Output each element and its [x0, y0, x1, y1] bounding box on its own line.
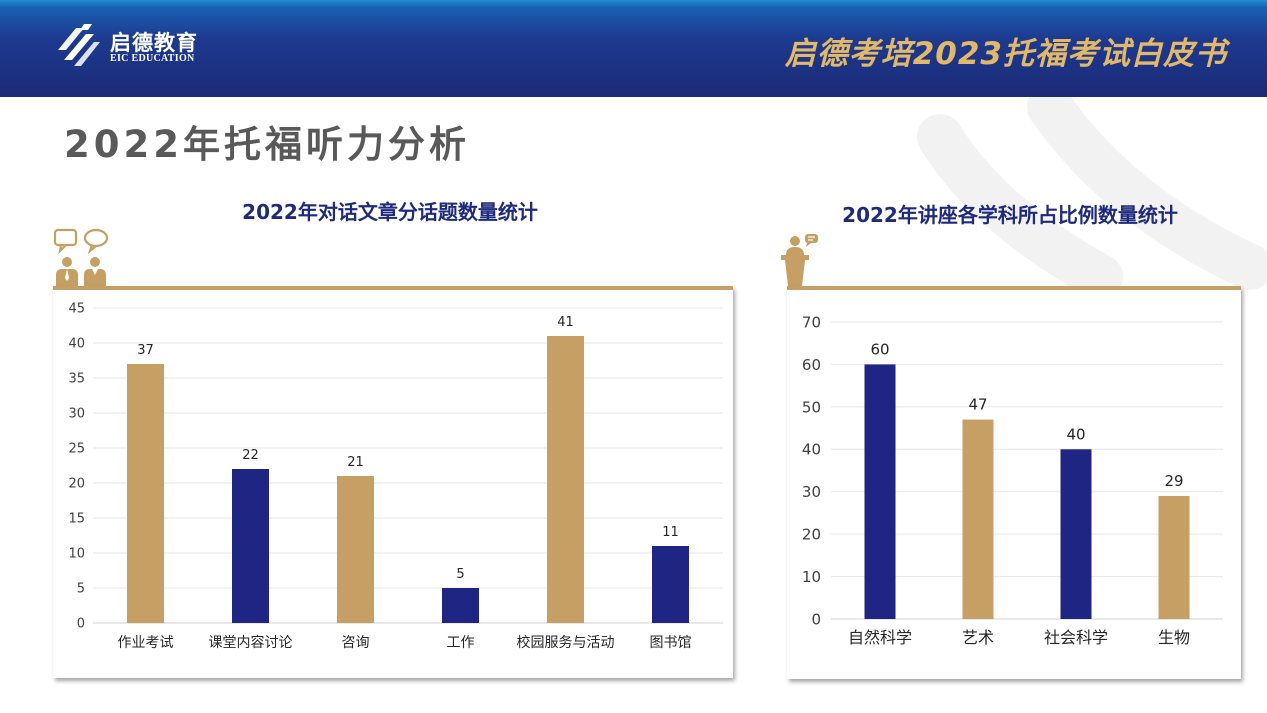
y-tick-label: 20 [802, 526, 821, 544]
x-tick-label: 校园服务与活动 [517, 634, 615, 651]
bar [864, 364, 896, 619]
header-title: 启德考培2023托福考试白皮书 [784, 36, 1227, 72]
bar [1060, 449, 1092, 619]
bar [442, 588, 479, 623]
page-title: 2022年托福听力分析 [64, 123, 470, 166]
chart-card-conversations: 0 5 10 15 20 25 30 35 40 45 37 作业考试 22 课堂内容讨论 21 咨询 5 工作 4… [53, 286, 733, 678]
y-tick-label: 10 [68, 547, 85, 562]
brand-name-cn: 启德教育 [110, 31, 198, 55]
x-tick-label: 作业考试 [118, 635, 174, 651]
data-label: 11 [662, 525, 679, 540]
y-tick-label: 35 [68, 372, 85, 387]
conversation-people-icon [53, 228, 109, 286]
y-tick-label: 5 [77, 582, 85, 597]
y-tick-label: 25 [68, 442, 85, 457]
bar [232, 469, 269, 623]
background-decoration [917, 97, 1267, 297]
y-tick-label: 50 [802, 398, 821, 416]
y-tick-label: 15 [68, 512, 85, 527]
bar-chart-lectures: 0 10 20 30 40 50 60 70 60 自然科学 47 艺术 40 社会科学 29 生物 [802, 313, 1223, 647]
lecturer-podium-icon [781, 234, 818, 286]
bar [962, 419, 994, 619]
x-tick-label: 工作 [447, 635, 475, 651]
x-tick-label: 自然科学 [848, 628, 912, 647]
y-tick-label: 30 [68, 407, 85, 422]
y-tick-label: 30 [802, 483, 821, 501]
brand-name-en: EIC EDUCATION [110, 53, 195, 64]
eic-logo-icon [58, 24, 100, 66]
x-tick-label: 课堂内容讨论 [209, 634, 293, 651]
y-tick-label: 60 [802, 356, 821, 374]
data-label: 40 [1066, 425, 1085, 443]
y-tick-label: 40 [68, 337, 85, 352]
y-tick-label: 10 [802, 568, 821, 586]
chart-card-lectures: 0 10 20 30 40 50 60 70 60 自然科学 47 艺术 40 社会科学 29 生物 [787, 286, 1241, 679]
bar-chart-conversations: 0 5 10 15 20 25 30 35 40 45 37 作业考试 22 课堂内容讨论 21 咨询 5 工作 4… [68, 302, 723, 651]
data-label: 29 [1164, 472, 1183, 490]
chart-title-lectures: 2022年讲座各学科所占比例数量统计 [842, 203, 1178, 227]
x-tick-label: 咨询 [342, 635, 370, 651]
bar [337, 476, 374, 623]
y-tick-label: 70 [802, 313, 821, 331]
bar [127, 364, 164, 623]
header-bar: 启德教育 EIC EDUCATION 启德考培2023托福考试白皮书 [0, 0, 1267, 97]
data-label: 22 [242, 448, 259, 463]
y-tick-label: 20 [68, 477, 85, 492]
bar [652, 546, 689, 623]
bar [1158, 495, 1190, 619]
y-tick-label: 40 [802, 441, 821, 459]
y-tick-label: 45 [68, 302, 85, 317]
x-tick-label: 图书馆 [650, 635, 692, 651]
y-tick-label: 0 [811, 610, 821, 628]
data-label: 47 [968, 396, 987, 414]
data-label: 41 [557, 315, 574, 330]
data-label: 21 [347, 455, 364, 470]
data-label: 60 [870, 340, 889, 358]
x-tick-label: 社会科学 [1044, 628, 1108, 647]
chart-title-conversations: 2022年对话文章分话题数量统计 [242, 200, 538, 224]
data-label: 5 [456, 567, 464, 582]
x-tick-label: 艺术 [962, 628, 994, 647]
data-label: 37 [137, 343, 154, 358]
bar [547, 336, 584, 623]
y-tick-label: 0 [77, 617, 85, 632]
x-tick-label: 生物 [1158, 628, 1190, 647]
